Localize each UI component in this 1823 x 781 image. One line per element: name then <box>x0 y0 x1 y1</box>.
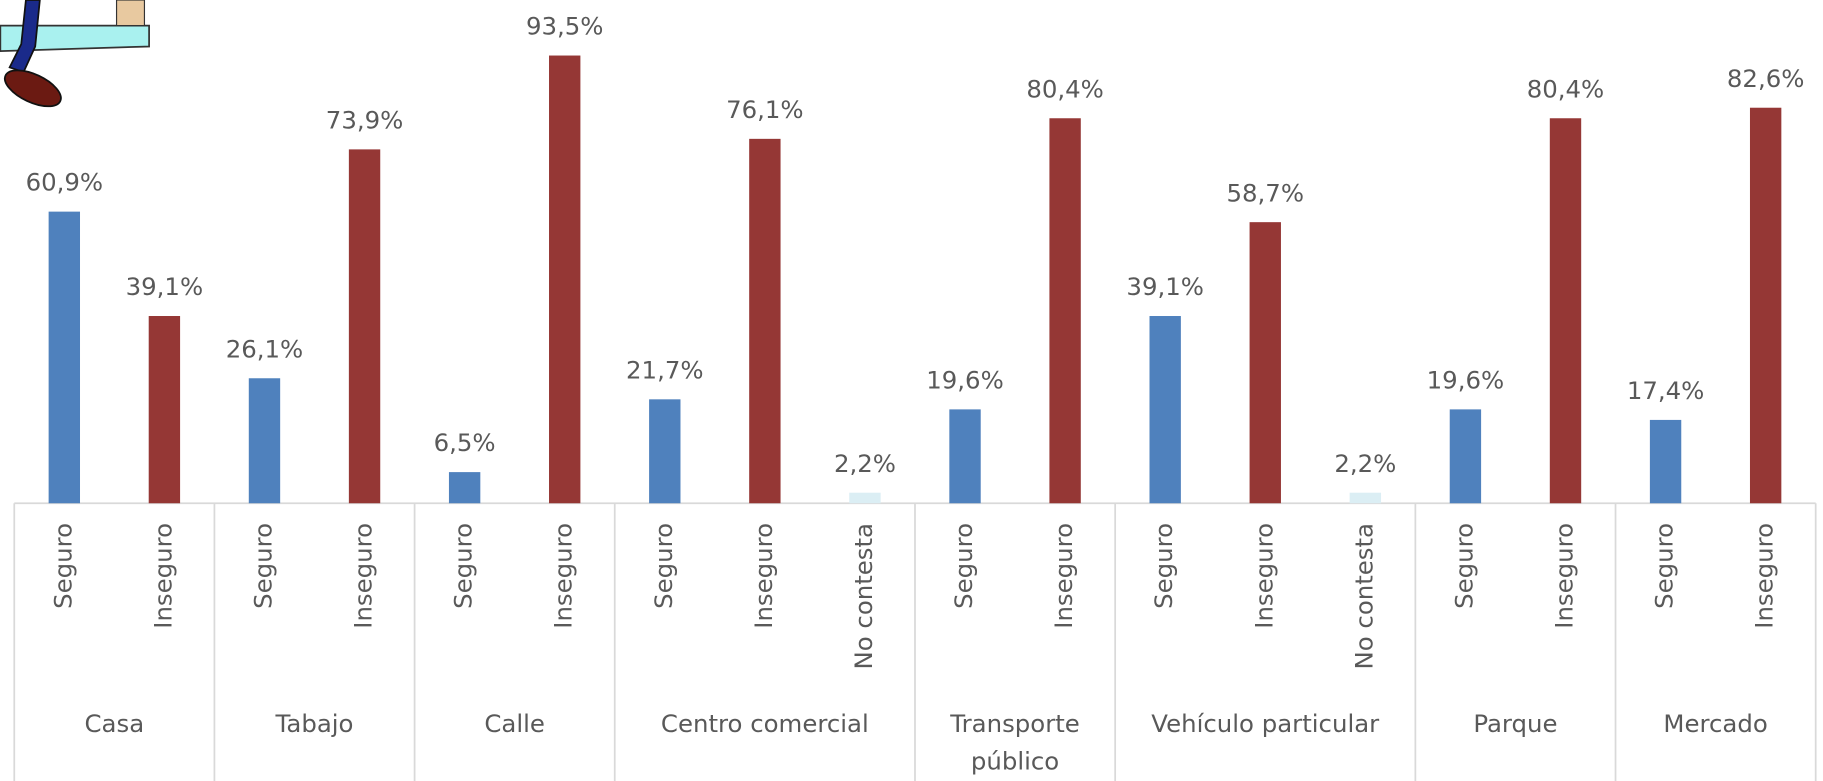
value-label: 17,4% <box>1627 376 1704 405</box>
category-label: Inseguro <box>1549 523 1578 629</box>
category-label: Inseguro <box>148 523 177 629</box>
value-label: 80,4% <box>1026 74 1103 103</box>
bar <box>1449 409 1482 504</box>
category-label: Inseguro <box>549 523 578 629</box>
category-label: No contesta <box>1349 523 1378 670</box>
group-label-box: Tabajo <box>275 710 354 738</box>
bar <box>1749 107 1782 504</box>
bar <box>849 492 881 504</box>
category-label: Inseguro <box>1750 523 1779 629</box>
value-label: 2,2% <box>1334 449 1396 478</box>
bar <box>148 316 181 504</box>
group-label: Tabajo <box>275 710 354 738</box>
group-label: Vehículo particular <box>1151 710 1380 738</box>
value-label: 80,4% <box>1527 74 1604 103</box>
value-label: 26,1% <box>226 334 303 363</box>
value-label: 19,6% <box>926 365 1003 394</box>
value-label: 58,7% <box>1227 178 1304 207</box>
bar <box>1049 118 1081 504</box>
value-label: 73,9% <box>326 105 403 134</box>
value-label: 93,5% <box>526 12 603 41</box>
category-label: Seguro <box>1449 523 1478 609</box>
group-label-box: Transporte público <box>950 710 1080 776</box>
value-label: 2,2% <box>834 449 896 478</box>
group-label: Parque <box>1473 710 1558 738</box>
bar <box>1649 419 1682 504</box>
bar <box>649 399 681 504</box>
group-label: Calle <box>484 710 545 738</box>
category-label: Seguro <box>1149 523 1178 609</box>
bar <box>48 211 81 504</box>
group-label-box: Centro comercial <box>660 710 869 738</box>
group-label-box: Parque <box>1473 710 1558 738</box>
value-label: 39,1% <box>126 272 203 301</box>
group-label: Mercado <box>1663 710 1768 738</box>
category-label: Seguro <box>949 523 978 609</box>
bar <box>448 472 481 504</box>
group-label: Casa <box>84 710 145 738</box>
value-label: 6,5% <box>434 428 496 457</box>
category-label: Seguro <box>48 523 77 609</box>
group-label-box: Mercado <box>1663 710 1768 738</box>
value-label: 82,6% <box>1727 64 1804 93</box>
bar <box>248 378 281 504</box>
category-label: Seguro <box>1650 523 1679 609</box>
bar <box>348 149 381 504</box>
group-label-box: Vehículo particular <box>1151 710 1380 738</box>
category-label: Inseguro <box>1049 523 1078 629</box>
bar <box>1249 222 1281 504</box>
category-label: Inseguro <box>349 523 378 629</box>
bar <box>1549 118 1582 504</box>
category-label: No contesta <box>849 523 878 670</box>
value-label: 21,7% <box>626 355 703 384</box>
decoration <box>0 0 150 108</box>
bar <box>949 409 981 504</box>
group-label: Centro comercial <box>660 710 869 738</box>
value-label: 19,6% <box>1427 365 1504 394</box>
bar <box>749 138 781 504</box>
category-label: Seguro <box>649 523 678 609</box>
group-label-box: Calle <box>484 710 545 738</box>
category-label: Seguro <box>449 523 478 609</box>
bar <box>1349 492 1382 504</box>
bar <box>1149 316 1181 504</box>
value-label: 60,9% <box>26 168 103 197</box>
category-label: Inseguro <box>1249 523 1278 629</box>
category-label: Seguro <box>248 523 277 609</box>
value-label: 39,1% <box>1126 272 1203 301</box>
value-label: 76,1% <box>726 95 803 124</box>
group-label-box: Casa <box>84 710 145 738</box>
group-label: Transporte público <box>950 710 1080 776</box>
bar <box>549 55 581 504</box>
category-label: Inseguro <box>749 523 778 629</box>
